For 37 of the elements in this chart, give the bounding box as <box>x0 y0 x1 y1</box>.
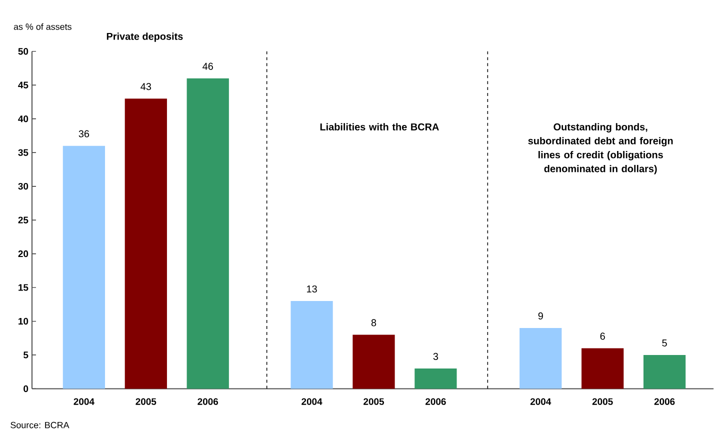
bar <box>124 98 167 389</box>
y-tick-label: 25 <box>18 216 28 224</box>
x-tick-label: 2006 <box>198 398 218 406</box>
chart-title: Private deposits <box>106 32 183 42</box>
data-label: 9 <box>538 312 543 320</box>
data-label: 5 <box>662 340 667 347</box>
source-note: Source: BCRA <box>10 422 70 428</box>
text: Outstanding bonds, subordinated debt and foreign lines of credit (obligations denominated in dollars) <box>528 123 673 174</box>
y-tick-label: 30 <box>18 183 28 190</box>
data-label: 13 <box>307 286 317 293</box>
y-tick-label: 0 <box>24 386 28 392</box>
y-tick-label: 45 <box>18 82 28 89</box>
data-label: 8 <box>371 319 376 326</box>
x-tick-label: 2004 <box>302 398 322 406</box>
y-tick-label: 50 <box>18 48 28 55</box>
y-axis-title: as % of assets <box>14 23 72 30</box>
x-tick-label: 2005 <box>592 398 613 406</box>
y-tick-label: 10 <box>18 318 28 325</box>
x-tick-label: 2006 <box>654 398 675 406</box>
data-label: 36 <box>78 130 90 138</box>
x-tick-label: 2006 <box>426 398 446 406</box>
x-tick-label: 2005 <box>364 398 384 406</box>
data-label: 46 <box>202 62 213 70</box>
y-tick-label: 20 <box>18 250 28 258</box>
text: Liabilities with the BCRA <box>320 123 439 131</box>
y-tick-label: 40 <box>18 116 28 122</box>
bar <box>186 78 229 389</box>
data-label: 43 <box>140 83 152 90</box>
data-label: 3 <box>433 353 438 360</box>
bar <box>62 146 106 389</box>
x-tick-label: 2004 <box>530 398 552 406</box>
y-tick-label: 15 <box>18 284 28 291</box>
x-tick-label: 2005 <box>136 398 156 406</box>
data-label: 6 <box>600 332 605 340</box>
y-tick-label: 5 <box>24 352 28 358</box>
y-tick-label: 35 <box>18 149 28 156</box>
x-tick-label: 2004 <box>74 398 94 406</box>
